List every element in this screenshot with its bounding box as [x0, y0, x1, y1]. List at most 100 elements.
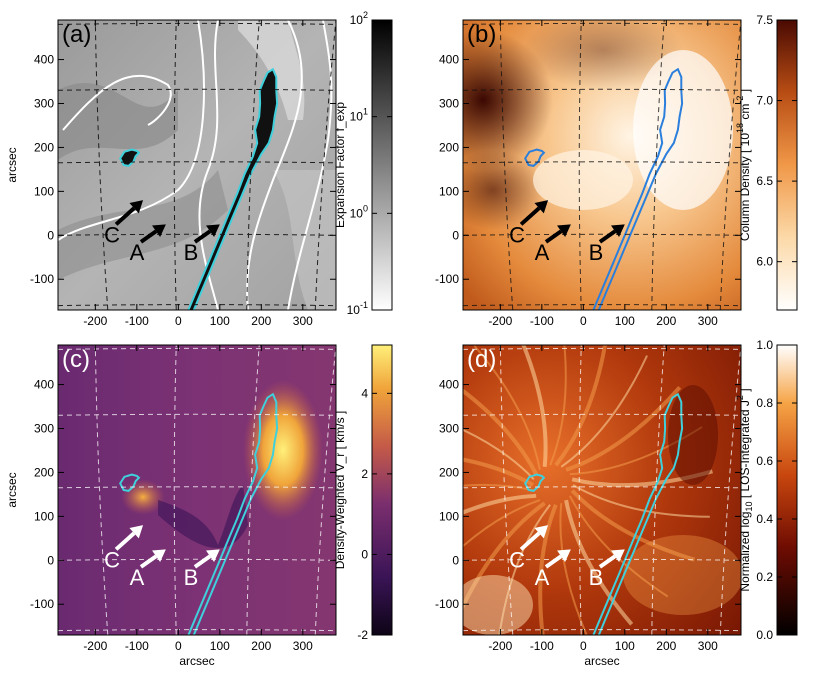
plot-frame — [57, 344, 337, 636]
colorbar-tick-label: 1.0 — [756, 338, 773, 352]
longitude-line — [94, 345, 109, 635]
latitude-line — [463, 558, 741, 561]
arrow-c-head — [129, 525, 144, 539]
latitude-line — [58, 88, 336, 91]
colorbar-gradient — [371, 344, 393, 636]
arrow-a-head — [152, 224, 166, 237]
colorbar-tick-label: 4 — [361, 386, 368, 400]
y-tick-label: 0 — [47, 228, 54, 242]
region-c-contour — [524, 473, 546, 492]
latitude-line — [58, 486, 336, 489]
colorbar-tick-label: 7.0 — [756, 94, 773, 108]
coronal-hole-contour — [592, 392, 684, 635]
colorbar-tick-label: 101 — [350, 107, 368, 124]
longitude-line — [578, 20, 582, 310]
y-tick-label: 100 — [34, 184, 54, 198]
latitude-line — [463, 233, 741, 236]
y-axis-label: arcsec — [5, 147, 19, 182]
longitude-line — [94, 20, 109, 310]
x-tick-label: 0 — [175, 314, 182, 328]
longitude-line — [651, 345, 665, 635]
arrow-b-shaft — [598, 554, 617, 569]
latitude-line — [58, 22, 336, 25]
y-tick-label: 400 — [439, 53, 459, 67]
colorbar-tick-label: 7.5 — [756, 13, 773, 27]
y-tick-label: 0 — [452, 553, 459, 567]
x-tick-label: 0 — [580, 639, 587, 653]
colorbar-label: Normalized log10 [ LOS-Integrated J2 ] — [735, 388, 754, 591]
latitude-line — [58, 161, 336, 164]
colorbar-tick-label: 100 — [350, 203, 368, 220]
x-tick-label: 100 — [210, 639, 230, 653]
longitude-line — [173, 20, 177, 310]
latitude-line — [463, 347, 741, 350]
arrow-b-head — [610, 224, 625, 237]
arrow-a-shaft — [139, 554, 158, 569]
latitude-line — [463, 161, 741, 164]
colorbar-tick-label: 102 — [350, 10, 368, 27]
latitude-line — [58, 233, 336, 236]
x-tick-label: -200 — [83, 639, 107, 653]
y-tick-label: 200 — [439, 465, 459, 479]
colorbar: 0.0 0.2 0.4 0.6 0.8 1.0 Normalized log10 [ LOS… — [735, 338, 798, 642]
x-tick-label: 200 — [251, 639, 271, 653]
arrow-c-head — [534, 200, 549, 214]
latitude-line — [463, 88, 741, 91]
arrow-b-shaft — [193, 229, 212, 244]
longitude-line — [651, 20, 665, 310]
x-axis-label: arcsec — [179, 654, 214, 668]
coordinate-grid — [463, 345, 741, 635]
latitude-line — [58, 413, 336, 416]
x-tick-label: 300 — [698, 314, 718, 328]
region-c-contour — [524, 148, 546, 167]
coronal-hole-contour — [592, 67, 684, 310]
y-tick-label: 100 — [34, 509, 54, 523]
arrow-a-head — [557, 549, 571, 562]
arrow-c-head — [129, 200, 144, 214]
x-tick-label: 300 — [293, 314, 313, 328]
arrow-a-shaft — [544, 229, 563, 244]
y-tick-label: 200 — [439, 140, 459, 154]
y-tick-label: 300 — [34, 96, 54, 110]
arrow-a-head — [152, 549, 166, 562]
panel-label: (c) — [62, 346, 90, 373]
x-tick-label: 0 — [175, 639, 182, 653]
x-tick-label: 300 — [698, 639, 718, 653]
x-tick-label: 100 — [615, 639, 635, 653]
arrow-c-shaft — [519, 531, 541, 551]
longitude-line — [246, 345, 260, 635]
y-tick-label: 300 — [439, 96, 459, 110]
colorbar-tick-label: 0.0 — [756, 628, 773, 642]
arrow-b-head — [610, 549, 625, 562]
longitude-line — [314, 20, 336, 310]
longitude-line — [719, 345, 741, 635]
colorbar: -2 0 2 4 Density-Weighted V_r [ km/s ] — [333, 344, 393, 642]
y-tick-label: 300 — [34, 421, 54, 435]
panel-a: -200 -100 0 100 200 300 -100 0 100 200 300 400 arcse… — [5, 10, 393, 328]
colorbar-tick-label: 0.2 — [756, 570, 773, 584]
colorbar-label: Column Density [ 1018 cm-2 ] — [735, 89, 752, 241]
latitude-line — [463, 413, 741, 416]
arrow-c-shaft — [519, 206, 541, 226]
arrow-label-a: A — [130, 240, 145, 265]
y-tick-label: 200 — [34, 465, 54, 479]
latitude-line — [463, 22, 741, 25]
y-tick-label: -100 — [435, 272, 459, 286]
y-tick-label: 0 — [47, 553, 54, 567]
longitude-line — [499, 345, 514, 635]
colorbar-label: Density-Weighted V_r [ km/s ] — [333, 411, 347, 570]
y-tick-label: -100 — [30, 272, 54, 286]
x-tick-label: 100 — [615, 314, 635, 328]
panel-label: (a) — [62, 21, 91, 48]
longitude-line — [314, 345, 336, 635]
x-tick-label: 100 — [210, 314, 230, 328]
arrow-label-a: A — [535, 565, 550, 590]
colorbar-tick-label: 2 — [361, 467, 368, 481]
y-tick-label: 400 — [34, 378, 54, 392]
arrow-label-b: B — [184, 240, 199, 265]
x-tick-label: 300 — [293, 639, 313, 653]
y-tick-label: 400 — [34, 53, 54, 67]
latitude-line — [463, 486, 741, 489]
x-tick-label: 200 — [251, 314, 271, 328]
